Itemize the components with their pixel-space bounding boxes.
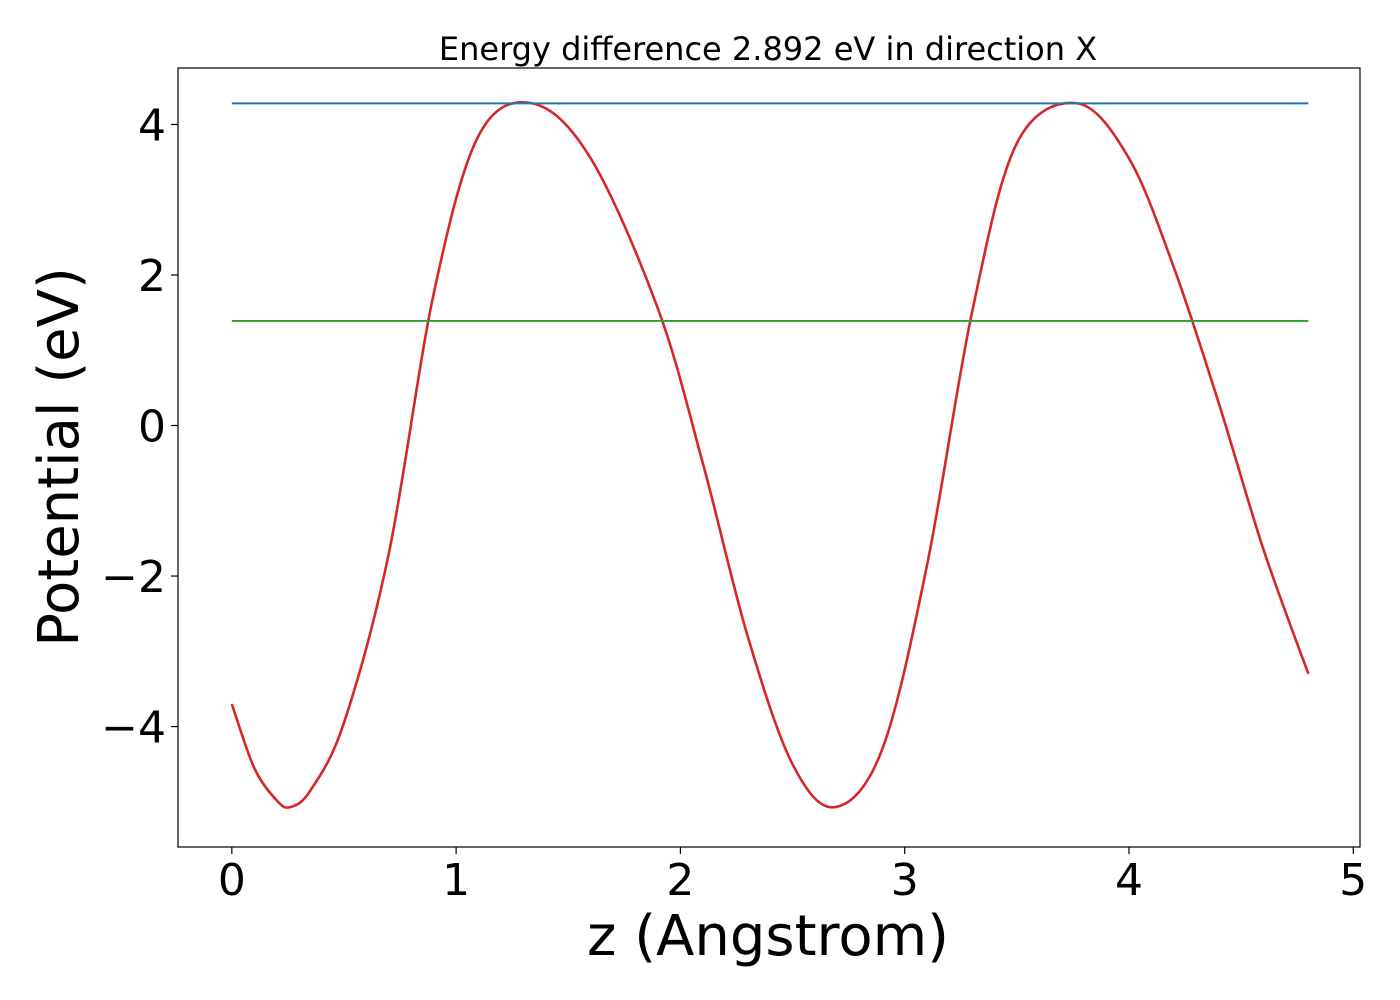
x-tick-label: 3 [891, 855, 919, 906]
series-line-potential [230, 100, 1310, 809]
axis-ticks: 0 1 2 3 4 5 −4 −2 0 2 4 [101, 100, 1367, 906]
x-tick-label: 1 [442, 855, 470, 906]
x-tick-label: 0 [218, 855, 246, 906]
x-axis-label: z (Angstrom) [587, 904, 949, 969]
y-tick-label: −4 [101, 703, 166, 754]
x-tick-label: 4 [1115, 855, 1143, 906]
y-tick-label: −2 [101, 552, 166, 603]
axes-frame [177, 67, 1361, 848]
plot-area [230, 100, 1310, 809]
x-tick-label: 2 [666, 855, 694, 906]
y-tick-label: 0 [138, 402, 166, 453]
x-tick-label: 5 [1339, 855, 1367, 906]
y-tick-label: 4 [138, 100, 166, 151]
y-axis-label: Potential (eV) [27, 267, 92, 647]
y-tick-label: 2 [138, 251, 166, 302]
chart-title: Energy difference 2.892 eV in direction … [439, 30, 1097, 68]
